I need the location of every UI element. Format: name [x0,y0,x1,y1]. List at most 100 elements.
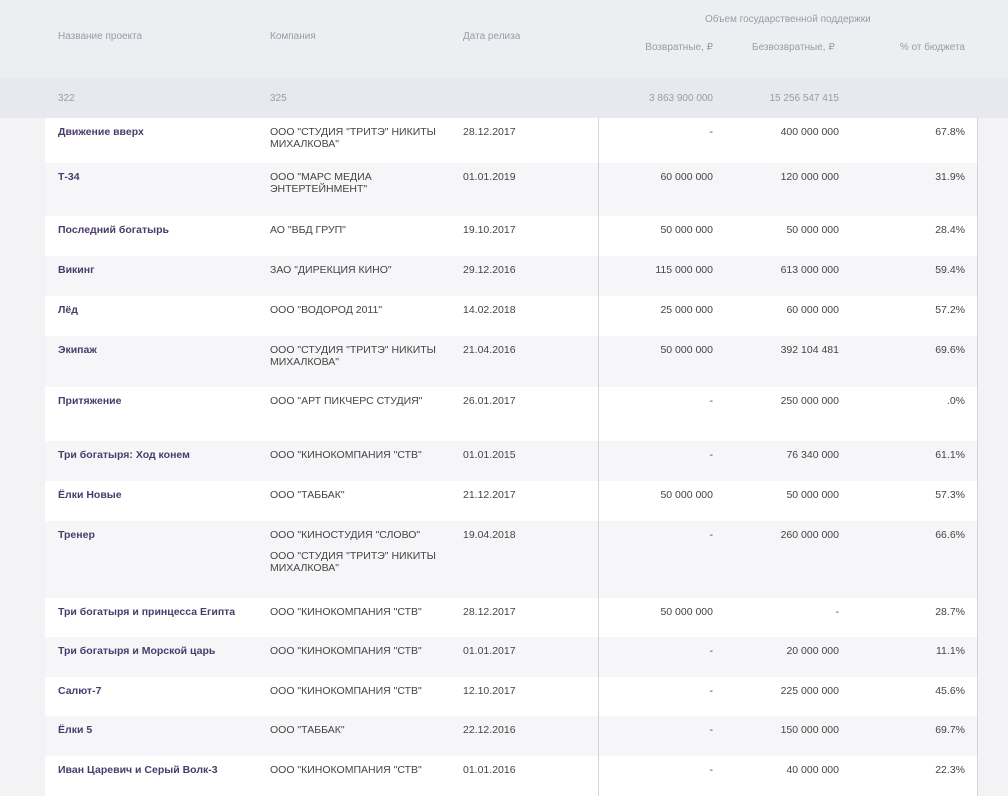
budget-percent: 28.4% [935,224,965,236]
summary-cell: 15 256 547 415 [769,93,839,104]
divider [598,118,599,796]
company: ООО "СТУДИЯ "ТРИТЭ" НИКИТЫ МИХАЛКОВА" [270,550,436,574]
company: ООО "ТАББАК" [270,724,345,736]
project-title: Три богатыря и Морской царь [58,645,216,657]
project-title: Три богатыря и принцесса Египта [58,606,236,618]
column-header[interactable]: Название проекта [58,31,143,42]
release-date: 22.12.2016 [463,724,516,736]
returnable: - [709,126,714,138]
returnable: - [709,395,714,407]
table-row[interactable]: Ёлки 5 ООО "ТАББАК" 22.12.2016 - 150 000 000… [45,716,978,756]
release-date: 19.10.2017 [463,224,516,236]
nonreturnable: - [835,606,840,618]
project-title: Движение вверх [58,126,144,138]
returnable: 50 000 000 [660,606,713,618]
release-date: 12.10.2017 [463,685,516,697]
table-row[interactable]: Последний богатырь АО "ВБД ГРУП" 19.10.201… [45,216,978,256]
release-date: 26.01.2017 [463,395,516,407]
returnable: 50 000 000 [660,224,713,236]
budget-percent: 59.4% [935,264,965,276]
table-header: Объем государственной поддержки Название… [0,0,1008,78]
nonreturnable: 392 104 481 [780,344,839,356]
project-title: Притяжение [58,395,122,407]
release-date: 28.12.2017 [463,606,516,618]
nonreturnable: 40 000 000 [786,764,839,776]
returnable: - [709,529,714,541]
company: ООО "СТУДИЯ "ТРИТЭ" НИКИТЫ МИХАЛКОВА" [270,126,436,150]
project-title: Т-34 [58,171,80,183]
budget-percent: .0% [946,395,965,407]
project-title: Три богатыря: Ход конем [58,449,190,461]
company-cell: ООО "КИНОКОМПАНИЯ "СТВ" [270,606,445,618]
table-row[interactable]: Салют-7 ООО "КИНОКОМПАНИЯ "СТВ" 12.10.2017… [45,677,978,716]
returnable: 50 000 000 [660,489,713,501]
project-title: Тренер [58,529,95,541]
company-cell: ООО "КИНОКОМПАНИЯ "СТВ" [270,449,445,461]
budget-percent: 57.3% [935,489,965,501]
table-row[interactable]: Тренер ООО "КИНОСТУДИЯ "СЛОВО" ООО "СТУДИЯ… [45,521,978,598]
nonreturnable: 400 000 000 [780,126,839,138]
project-title: Викинг [58,264,95,276]
company: ООО "КИНОКОМПАНИЯ "СТВ" [270,645,422,657]
project-title: Иван Царевич и Серый Волк-3 [58,764,218,776]
project-title: Последний богатырь [58,224,169,236]
release-date: 28.12.2017 [463,126,516,138]
release-date: 01.01.2015 [463,449,516,461]
release-date: 01.01.2017 [463,645,516,657]
nonreturnable: 20 000 000 [786,645,839,657]
table-row[interactable]: Три богатыря и Морской царь ООО "КИНОКОМП… [45,637,978,677]
release-date: 21.12.2017 [463,489,516,501]
budget-percent: 66.6% [935,529,965,541]
nonreturnable: 50 000 000 [786,489,839,501]
table-row[interactable]: Движение вверх ООО "СТУДИЯ "ТРИТЭ" НИКИТЫ… [45,118,978,163]
returnable: 115 000 000 [655,264,713,276]
table-row[interactable]: Экипаж ООО "СТУДИЯ "ТРИТЭ" НИКИТЫ МИХАЛКО… [45,336,978,387]
table-row[interactable]: Три богатыря и принцесса Египта ООО "КИНО… [45,598,978,637]
company-cell: ООО "КИНОСТУДИЯ "СЛОВО" ООО "СТУДИЯ "ТРИТ… [270,529,445,574]
nonreturnable: 120 000 000 [780,171,839,183]
project-title: Ёлки 5 [58,724,93,736]
column-header[interactable]: Дата релиза [463,31,521,42]
table-row[interactable]: Викинг ЗАО "ДИРЕКЦИЯ КИНО" 29.12.2016 115 0… [45,256,978,296]
column-header[interactable]: Возвратные, ₽ [645,42,713,53]
table-row[interactable]: Т-34 ООО "МАРС МЕДИА ЭНТЕРТЕЙНМЕНТ" 01.01.… [45,163,978,216]
column-header[interactable]: Безвозвратные, ₽ [752,42,835,53]
release-date: 01.01.2019 [463,171,516,183]
table-row[interactable]: Три богатыря: Ход конем ООО "КИНОКОМПАНИЯ… [45,441,978,481]
company-cell: ООО "ТАББАК" [270,489,445,501]
company: ООО "ВОДОРОД 2011" [270,304,383,316]
nonreturnable: 613 000 000 [780,264,839,276]
project-title: Салют-7 [58,685,102,697]
company-cell: АО "ВБД ГРУП" [270,224,445,236]
returnable: - [709,764,714,776]
summary-cell: 325 [270,93,287,104]
table-row[interactable]: Лёд ООО "ВОДОРОД 2011" 14.02.2018 25 000 00… [45,296,978,336]
nonreturnable: 150 000 000 [780,724,839,736]
budget-percent: 67.8% [935,126,965,138]
project-title: Ёлки Новые [58,489,122,501]
company-cell: ООО "КИНОКОМПАНИЯ "СТВ" [270,645,445,657]
company: АО "ВБД ГРУП" [270,224,346,236]
table-row[interactable]: Иван Царевич и Серый Волк-3 ООО "КИНОКОМП… [45,756,978,796]
budget-percent: 28.7% [935,606,965,618]
company-cell: ООО "МАРС МЕДИА ЭНТЕРТЕЙНМЕНТ" [270,171,445,195]
budget-percent: 31.9% [935,171,965,183]
company: ООО "СТУДИЯ "ТРИТЭ" НИКИТЫ МИХАЛКОВА" [270,344,436,368]
table-row[interactable]: Ёлки Новые ООО "ТАББАК" 21.12.2017 50 000 0… [45,481,978,521]
company-cell: ООО "ТАББАК" [270,724,445,736]
returnable: 25 000 000 [660,304,713,316]
column-header[interactable]: Компания [270,31,316,42]
table-row[interactable]: Притяжение ООО "АРТ ПИКЧЕРС СТУДИЯ" 26.01.… [45,387,978,441]
nonreturnable: 250 000 000 [780,395,839,407]
nonreturnable: 76 340 000 [786,449,839,461]
project-title: Лёд [58,304,78,316]
nonreturnable: 225 000 000 [780,685,839,697]
divider [977,118,978,796]
release-date: 29.12.2016 [463,264,516,276]
column-header[interactable]: % от бюджета [899,42,965,53]
summary-cell: 322 [58,93,75,104]
company: ООО "КИНОКОМПАНИЯ "СТВ" [270,764,422,776]
company-cell: ООО "КИНОКОМПАНИЯ "СТВ" [270,685,445,697]
budget-percent: 11.1% [936,645,965,657]
